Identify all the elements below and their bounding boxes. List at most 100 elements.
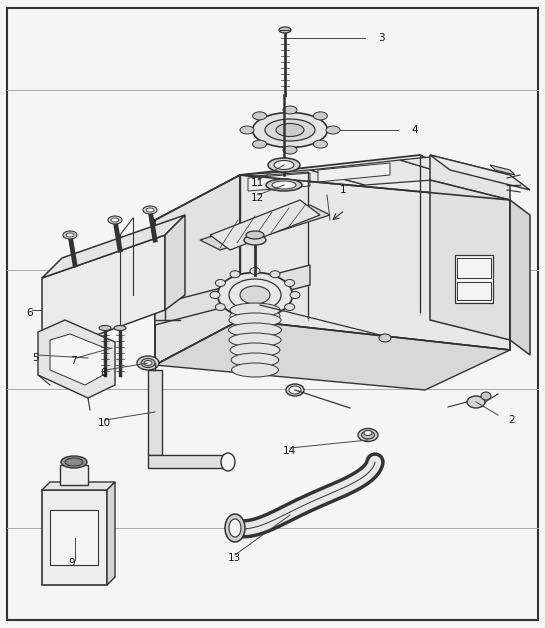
Ellipse shape	[229, 279, 281, 311]
Bar	[457, 258, 491, 278]
Text: 9: 9	[68, 558, 75, 568]
Ellipse shape	[210, 291, 220, 298]
Ellipse shape	[240, 286, 270, 304]
Ellipse shape	[141, 359, 155, 367]
Ellipse shape	[221, 453, 235, 471]
Polygon shape	[242, 172, 308, 188]
Bar	[60, 465, 88, 485]
Polygon shape	[155, 265, 310, 325]
Ellipse shape	[270, 271, 280, 278]
Text: 7: 7	[70, 356, 77, 366]
Polygon shape	[310, 160, 460, 185]
Ellipse shape	[137, 356, 159, 370]
Text: 11: 11	[251, 178, 264, 188]
Ellipse shape	[361, 431, 374, 439]
Ellipse shape	[146, 208, 154, 212]
Polygon shape	[155, 175, 240, 365]
Ellipse shape	[111, 218, 119, 222]
Ellipse shape	[266, 179, 302, 191]
Ellipse shape	[229, 313, 281, 327]
Ellipse shape	[284, 279, 295, 286]
Ellipse shape	[144, 360, 152, 365]
Ellipse shape	[230, 271, 240, 278]
Polygon shape	[165, 215, 185, 310]
Polygon shape	[155, 320, 510, 390]
Polygon shape	[107, 482, 115, 585]
Ellipse shape	[252, 140, 267, 148]
Ellipse shape	[229, 519, 241, 537]
Ellipse shape	[108, 216, 122, 224]
Ellipse shape	[225, 514, 245, 542]
Polygon shape	[400, 157, 490, 178]
Polygon shape	[430, 155, 510, 200]
Polygon shape	[430, 155, 530, 190]
Polygon shape	[210, 200, 320, 250]
Ellipse shape	[230, 303, 280, 317]
Text: 12: 12	[251, 193, 264, 203]
Text: 2: 2	[508, 415, 514, 425]
Ellipse shape	[228, 323, 282, 337]
Ellipse shape	[230, 312, 240, 319]
Text: 14: 14	[283, 446, 296, 456]
Ellipse shape	[481, 392, 491, 400]
Polygon shape	[148, 370, 162, 455]
Ellipse shape	[63, 231, 77, 239]
Polygon shape	[148, 455, 225, 468]
Polygon shape	[42, 482, 115, 490]
Polygon shape	[430, 180, 510, 340]
Polygon shape	[490, 165, 515, 175]
Ellipse shape	[217, 273, 293, 318]
Polygon shape	[318, 163, 390, 182]
Ellipse shape	[268, 158, 300, 172]
Ellipse shape	[66, 233, 74, 237]
Ellipse shape	[272, 181, 296, 189]
Ellipse shape	[250, 268, 260, 274]
Ellipse shape	[279, 27, 291, 33]
Ellipse shape	[230, 343, 280, 357]
Ellipse shape	[276, 124, 304, 136]
Ellipse shape	[246, 231, 264, 239]
Text: 5: 5	[32, 353, 39, 363]
Polygon shape	[248, 173, 310, 191]
Bar	[455, 255, 493, 303]
Ellipse shape	[313, 112, 328, 120]
Text: 6: 6	[26, 308, 33, 318]
Ellipse shape	[215, 279, 226, 286]
Ellipse shape	[265, 119, 315, 141]
Ellipse shape	[364, 431, 372, 435]
Ellipse shape	[143, 206, 157, 214]
Polygon shape	[38, 320, 115, 398]
Polygon shape	[42, 215, 185, 278]
Ellipse shape	[290, 291, 300, 298]
Ellipse shape	[270, 312, 280, 319]
Polygon shape	[42, 235, 165, 355]
Ellipse shape	[244, 235, 266, 245]
Polygon shape	[510, 200, 530, 355]
Ellipse shape	[99, 325, 111, 330]
Ellipse shape	[283, 146, 297, 154]
Polygon shape	[240, 175, 510, 350]
Ellipse shape	[467, 396, 485, 408]
Polygon shape	[50, 334, 105, 385]
Ellipse shape	[114, 325, 126, 330]
Polygon shape	[240, 170, 365, 192]
Ellipse shape	[274, 161, 294, 170]
Polygon shape	[240, 155, 510, 220]
Text: 1: 1	[340, 185, 347, 195]
Ellipse shape	[61, 456, 87, 468]
Polygon shape	[42, 490, 107, 585]
Ellipse shape	[250, 315, 260, 323]
Ellipse shape	[284, 303, 295, 310]
Ellipse shape	[252, 112, 267, 120]
Ellipse shape	[240, 126, 254, 134]
Ellipse shape	[252, 112, 328, 148]
Ellipse shape	[358, 428, 378, 441]
Text: 10: 10	[98, 418, 111, 428]
Text: 3: 3	[378, 33, 385, 43]
Ellipse shape	[229, 333, 281, 347]
Ellipse shape	[231, 353, 279, 367]
Ellipse shape	[379, 334, 391, 342]
Ellipse shape	[289, 386, 301, 394]
Ellipse shape	[313, 140, 328, 148]
Text: 13: 13	[228, 553, 241, 563]
